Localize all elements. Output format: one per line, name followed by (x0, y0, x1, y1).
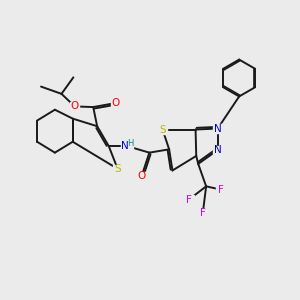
Bar (111, 99, 120, 107)
Text: O: O (111, 98, 119, 108)
Text: O: O (138, 171, 146, 181)
Text: F: F (186, 194, 192, 205)
Bar (198, 208, 207, 217)
Text: S: S (159, 124, 166, 134)
Text: H: H (128, 139, 134, 148)
Bar (121, 142, 133, 151)
Bar (137, 172, 146, 180)
Bar (158, 125, 167, 134)
Text: O: O (70, 101, 79, 111)
Text: N: N (214, 145, 222, 155)
Bar (213, 146, 222, 154)
Text: S: S (114, 164, 121, 174)
Text: N: N (214, 124, 222, 134)
Text: F: F (218, 184, 224, 195)
Bar (213, 124, 222, 133)
Text: F: F (200, 208, 206, 218)
Bar (70, 102, 79, 111)
Bar (113, 165, 122, 173)
Text: N: N (121, 141, 129, 151)
Bar (216, 185, 226, 194)
Bar (184, 195, 194, 204)
